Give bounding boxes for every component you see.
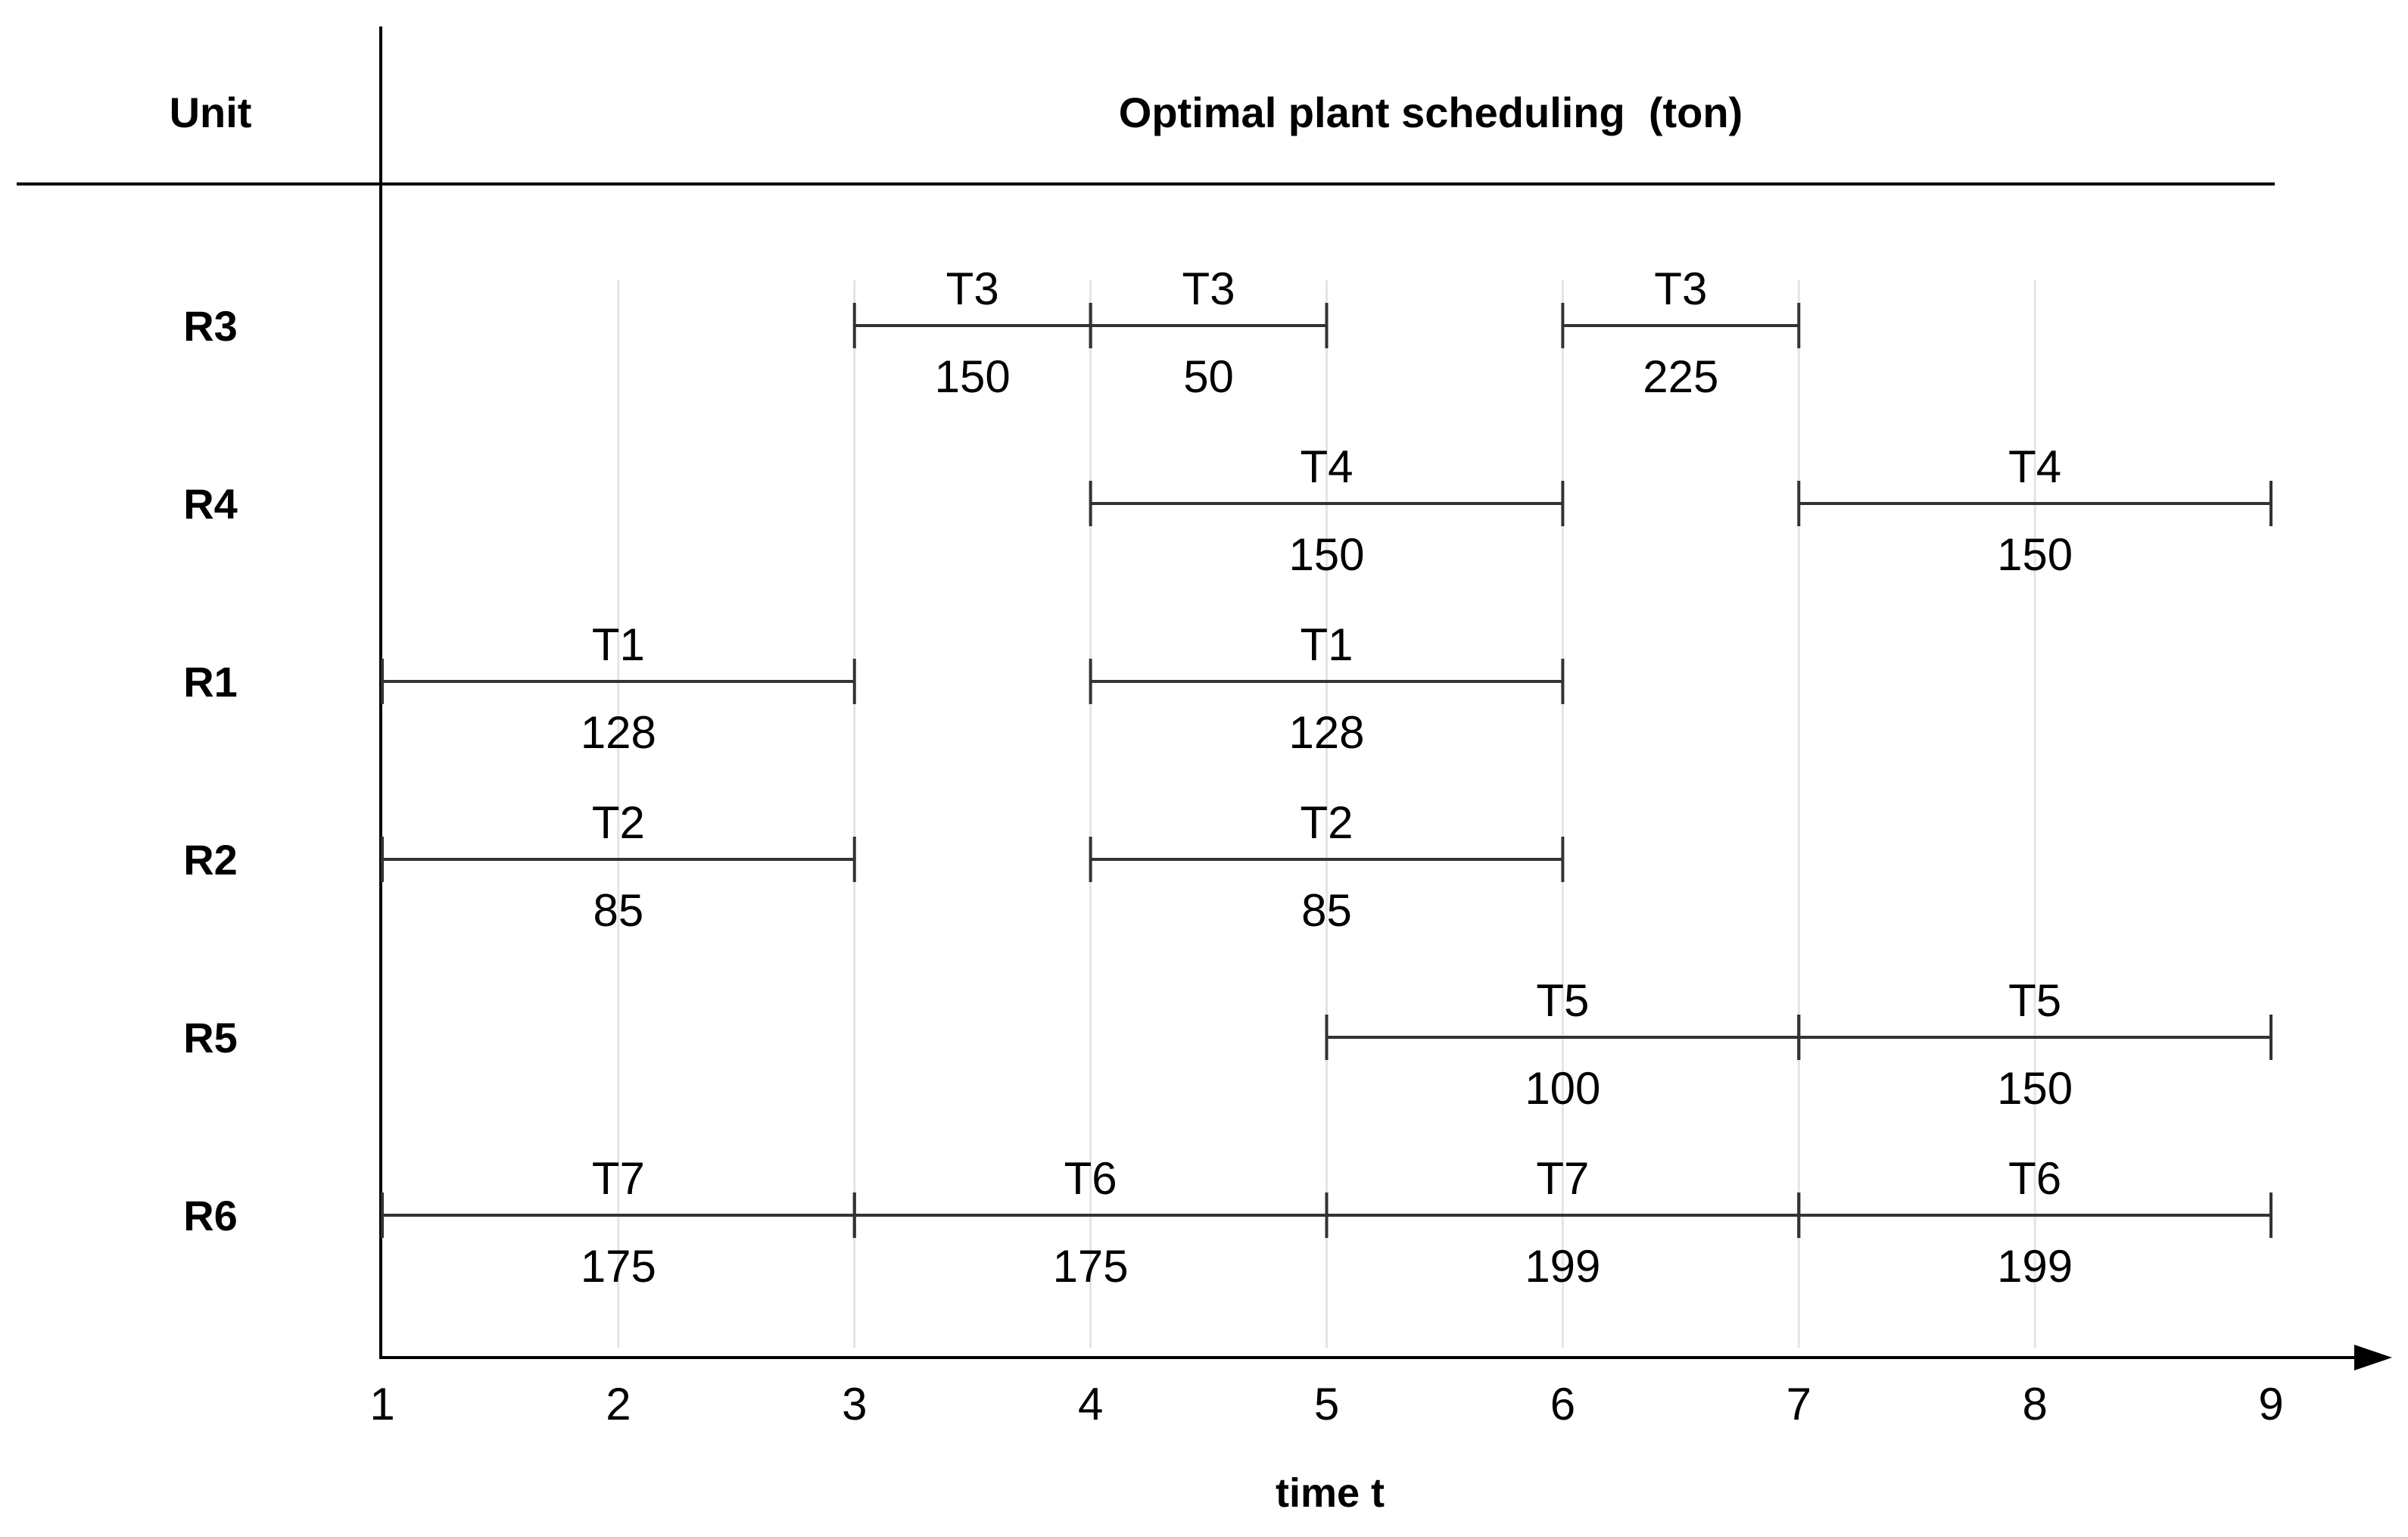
time-guide-lines [617,280,2036,1348]
unit-row-r5: R5 T5 100 T5 150 [183,975,2272,1114]
time-tick-label: 4 [1078,1379,1103,1429]
task-amount: 225 [1643,351,1718,402]
unit-row-r1: R1 T1 128 T1 128 [183,619,1565,758]
task-amount: 150 [1997,529,2073,580]
task-label: T6 [2008,1153,2061,1204]
unit-column-header: Unit [170,89,252,136]
task-amount: 128 [1288,707,1364,758]
task-amount: 100 [1525,1063,1600,1114]
unit-row-r6: R6 T7 175 T6 175 T7 199 T6 199 [183,1153,2272,1292]
task-label: T2 [592,797,645,848]
time-tick-label: 2 [606,1379,631,1429]
task-bar: T1 128 [1089,619,1565,758]
task-amount: 199 [1525,1241,1600,1292]
unit-rows: R3 T3 150 T3 50 T3 225 R4 T4 150 T4 150 R1 T1 128 T1 128… [183,263,2272,1292]
unit-label: R4 [183,480,238,528]
time-tick-label: 9 [2258,1379,2283,1429]
task-bar: T4 150 [1797,441,2272,580]
time-tick-label: 8 [2022,1379,2047,1429]
time-tick-label: 7 [1787,1379,1811,1429]
task-label: T2 [1300,797,1353,848]
task-amount: 175 [1053,1241,1129,1292]
time-axis-arrowhead [2354,1345,2392,1370]
task-bar: T3 225 [1561,263,1801,402]
task-label: T4 [1300,441,1353,492]
task-label: T5 [1536,975,1589,1026]
task-amount: 85 [1301,885,1352,936]
task-bar: T2 85 [1089,797,1565,936]
task-bar: T6 199 [1797,1153,2272,1292]
time-tick-label: 5 [1314,1379,1339,1429]
task-bar: T6 175 [852,1153,1329,1292]
task-amount: 150 [1288,529,1364,580]
task-bar: T3 150 [852,263,1092,402]
task-bar: T4 150 [1089,441,1565,580]
task-label: T5 [2008,975,2061,1026]
task-label: T3 [946,263,999,314]
task-amount: 199 [1997,1241,2073,1292]
task-amount: 128 [581,707,656,758]
unit-label: R1 [183,658,238,706]
task-label: T4 [2008,441,2061,492]
unit-row-r3: R3 T3 150 T3 50 T3 225 [183,263,1801,402]
time-tick-label: 6 [1550,1379,1575,1429]
unit-label: R5 [183,1014,238,1062]
task-bar: T3 50 [1089,263,1329,402]
unit-row-r4: R4 T4 150 T4 150 [183,441,2272,580]
task-label: T7 [1536,1153,1589,1204]
task-label: T3 [1182,263,1235,314]
time-axis-title: time t [1276,1470,1385,1516]
task-label: T1 [592,619,645,670]
unit-row-r2: R2 T2 85 T2 85 [183,797,1565,936]
task-bar: T7 175 [381,1153,856,1292]
task-label: T3 [1654,263,1707,314]
unit-label: R2 [183,836,238,884]
task-amount: 85 [593,885,644,936]
task-amount: 175 [581,1241,656,1292]
task-label: T6 [1064,1153,1117,1204]
task-label: T7 [592,1153,645,1204]
task-amount: 150 [935,351,1011,402]
unit-label: R3 [183,302,238,350]
time-tick-label: 3 [842,1379,867,1429]
unit-label: R6 [183,1192,238,1239]
time-tick-labels: 1 2 3 4 5 6 7 8 9 [369,1379,2283,1429]
task-bar: T1 128 [381,619,856,758]
task-amount: 150 [1997,1063,2073,1114]
task-label: T1 [1300,619,1353,670]
schedule-title: Optimal plant scheduling (ton) [1119,89,1743,136]
task-bar: T5 150 [1797,975,2272,1114]
task-bar: T7 199 [1325,1153,1801,1292]
task-bar: T2 85 [381,797,856,936]
time-tick-label: 1 [369,1379,394,1429]
task-bar: T5 100 [1325,975,1801,1114]
task-amount: 50 [1183,351,1234,402]
